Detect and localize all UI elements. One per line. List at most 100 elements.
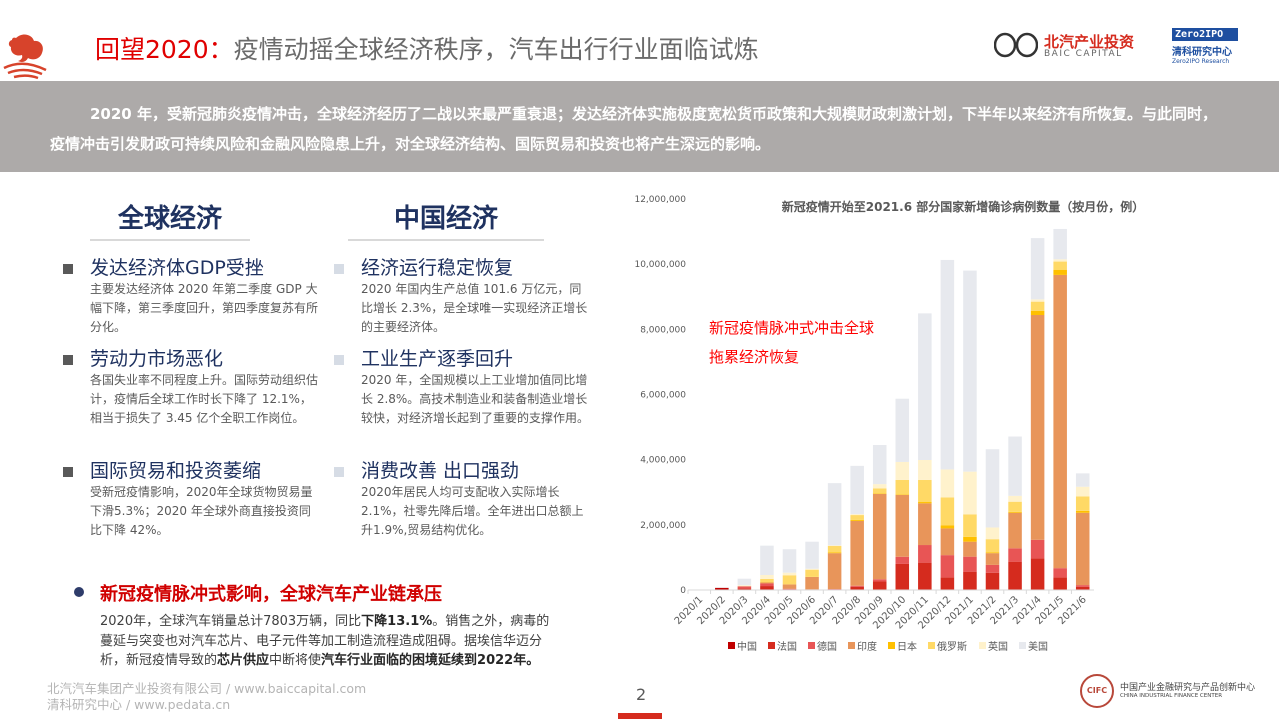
body-bold: 汽车行业面临的困境延续到2022年。 [321, 653, 540, 668]
bar-segment-德国 [737, 586, 752, 589]
body-text: 2020年，全球汽车销量总计7803万辆，同比 [100, 614, 362, 629]
bar-segment-德国 [872, 579, 887, 582]
bar-segment-英国 [850, 514, 864, 516]
body-bold: 下降13.1% [361, 614, 433, 629]
bar-segment-德国 [782, 588, 797, 590]
bar-segment-美国 [1075, 473, 1090, 487]
legend-label: 法国 [777, 640, 797, 653]
bullet-square-icon [63, 467, 73, 477]
summary-banner: 2020 年，受新冠肺炎疫情冲击，全球经济经历了二战以来最严重衰退；发达经济体实… [0, 81, 1279, 172]
legend-label: 中国 [737, 640, 757, 653]
bar-segment-印度 [918, 503, 932, 546]
bar-segment-日本 [963, 536, 977, 542]
bar-segment-德国 [895, 556, 910, 564]
item-body: 2020 年，全国规模以上工业增加值同比增长 2.8%。高技术制造业和装备制造业… [361, 373, 590, 425]
baic-capital-logo: 北汽产业投资 BAIC CAPITAL [994, 32, 1154, 62]
bar-segment-德国 [985, 564, 1000, 573]
bar-segment-美国 [850, 465, 864, 515]
bar-segment-俄罗斯 [1075, 496, 1090, 511]
bar-segment-俄罗斯 [805, 569, 819, 577]
bar-segment-日本 [1008, 511, 1022, 513]
bar-segment-德国 [963, 556, 977, 572]
bullet-square-icon [63, 264, 73, 274]
bar-segment-印度 [872, 493, 887, 580]
covid-cases-chart: 新冠疫情开始至2021.6 部分国家新增确诊病例数量（按月份，例） 新冠疫情脉冲… [634, 195, 1145, 653]
item-body: 2020 年国内生产总值 101.6 万亿元，同比增长 2.3%，是全球唯一实现… [361, 282, 588, 334]
bar-segment-德国 [1030, 539, 1045, 559]
bar-segment-英国 [827, 545, 842, 547]
bar-segment-英国 [1030, 299, 1045, 302]
bar-segment-日本 [1053, 269, 1067, 275]
page-title: 回望2020：疫情动摇全球经济秩序，汽车出行行业面临试炼 [95, 30, 759, 66]
bar-segment-法国 [760, 586, 774, 590]
item-title: 经济运行稳定恢复 [361, 257, 514, 279]
bar-segment-印度 [827, 553, 842, 590]
y-tick-label: 2,000,000 [640, 521, 686, 531]
bar-segment-日本 [895, 494, 910, 495]
bar-segment-印度 [1030, 314, 1045, 540]
bar-segment-日本 [850, 519, 864, 521]
bar-segment-法国 [895, 563, 910, 590]
title-highlight: 回望2020： [95, 35, 234, 64]
bar-segment-英国 [940, 469, 955, 498]
china-item: 消费改善 出口强劲 2020年居民人均可支配收入实际增长2.1%，社零先降后增。全… [334, 459, 591, 540]
cifc-en: CHINA INDUSTRIAL FINANCE CENTER [1120, 693, 1223, 699]
bar-segment-俄罗斯 [827, 546, 842, 553]
bar-segment-德国 [940, 555, 955, 578]
legend-swatch [888, 642, 895, 649]
bullet-dot-icon [74, 587, 84, 597]
legend-swatch [768, 642, 775, 649]
bar-segment-德国 [918, 545, 932, 563]
bar-segment-英国 [760, 574, 774, 579]
footer-link-pedata[interactable]: 清科研究中心 / www.pedata.cn [47, 697, 231, 712]
item-title: 工业生产逐季回升 [361, 348, 514, 370]
bar-segment-俄罗斯 [1030, 301, 1045, 311]
bar-segment-英国 [782, 572, 797, 576]
bar-segment-美国 [782, 549, 797, 573]
bar-segment-俄罗斯 [940, 497, 955, 526]
footer-link-baic[interactable]: 北汽汽车集团产业投资有限公司 / www.baiccapital.com [47, 681, 367, 696]
bar-segment-俄罗斯 [918, 479, 932, 503]
bar-segment-美国 [918, 313, 932, 460]
page-number: 2 [636, 685, 647, 704]
china-economy-heading: 中国经济 [348, 198, 544, 241]
body-text: 。销售之外，病毒的蔓延与突变也对汽车芯片、电子元件等加工制造流程造成阻碍。据埃信… [100, 614, 550, 668]
baic-logo-en: BAIC CAPITAL [1044, 49, 1123, 59]
bar-segment-中国 [715, 587, 729, 590]
cifc-cn: 中国产业金融研究与产品创新中心 [1120, 683, 1256, 693]
bar-segment-德国 [1053, 568, 1067, 578]
auto-section-body: 2020年，全球汽车销量总计7803万辆，同比下降13.1%。销售之外，病毒的蔓… [100, 612, 555, 671]
bar-segment-印度 [850, 520, 864, 586]
bar-segment-英国 [1053, 259, 1067, 262]
bullet-square-icon [334, 467, 344, 477]
bar-segment-印度 [940, 528, 955, 556]
bar-segment-法国 [1030, 558, 1045, 590]
bar-segment-俄罗斯 [872, 488, 887, 494]
bullet-square-icon [63, 355, 73, 365]
bar-segment-美国 [872, 445, 887, 485]
bar-segment-印度 [985, 553, 1000, 565]
bar-segment-俄罗斯 [985, 539, 1000, 553]
bar-segment-俄罗斯 [1008, 501, 1022, 512]
legend-label: 日本 [897, 640, 917, 653]
zero2ipo-badge: Zero2IPO [1172, 28, 1238, 41]
bar-segment-英国 [1008, 495, 1022, 502]
bar-segment-日本 [827, 552, 842, 554]
legend-label: 德国 [817, 640, 837, 653]
bullet-square-icon [334, 264, 344, 274]
bar-segment-美国 [963, 270, 977, 472]
bar-segment-英国 [985, 527, 1000, 540]
legend-label: 美国 [1028, 640, 1048, 653]
bar-segment-英国 [737, 585, 752, 587]
bar-segment-美国 [827, 483, 842, 546]
bar-segment-印度 [1053, 274, 1067, 569]
bar-segment-印度 [963, 541, 977, 557]
company-cloud-logo [3, 34, 47, 80]
legend-swatch [1019, 642, 1026, 649]
bar-segment-美国 [1053, 228, 1067, 260]
zero2ipo-logo: Zero2IPO 清科研究中心 Zero2IPO Research [1172, 28, 1238, 65]
bar-segment-日本 [918, 502, 932, 504]
chart-title: 新冠疫情开始至2021.6 部分国家新增确诊病例数量（按月份，例） [782, 199, 1145, 214]
page-accent-bar [618, 713, 662, 719]
china-item: 经济运行稳定恢复 2020 年国内生产总值 101.6 万亿元，同比增长 2.3%… [334, 256, 591, 337]
